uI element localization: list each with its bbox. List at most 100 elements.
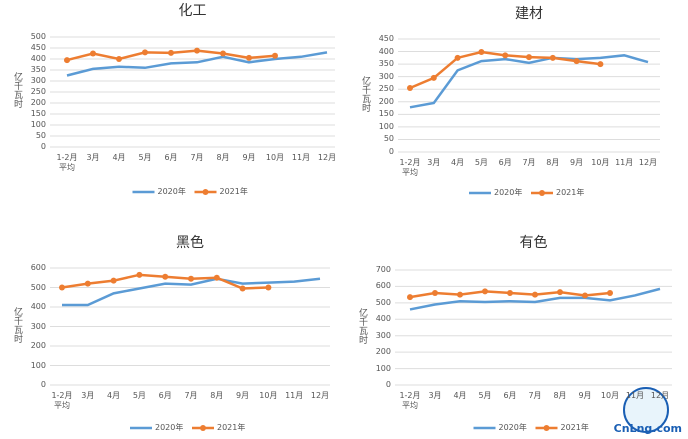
y-tick-label: 0 — [40, 380, 46, 389]
point — [407, 294, 413, 301]
x-tick-label: 10月 — [600, 391, 620, 400]
point — [549, 54, 556, 61]
x-tick-label: 10月 — [591, 158, 610, 167]
point — [454, 54, 461, 61]
y-tick-label: 200 — [30, 98, 46, 107]
chart-title: 黑色 — [176, 235, 204, 251]
x-tick-label: 3月 — [428, 391, 442, 400]
x-tick-label: 7月 — [522, 158, 536, 167]
y-tick-label: 400 — [30, 54, 46, 63]
chart-title: 建材 — [515, 6, 543, 22]
y-tick-label: 250 — [378, 84, 394, 94]
legend-marker — [543, 425, 550, 431]
y-tick-label: 0 — [388, 147, 394, 156]
y-axis-label: 亿千瓦时 — [357, 307, 367, 344]
y-tick-label: 600 — [30, 263, 46, 272]
y-tick-label: 350 — [378, 59, 394, 69]
x-tick-label: 8月 — [216, 153, 230, 162]
x-tick-label: 12月 — [310, 391, 330, 400]
point — [64, 57, 70, 64]
point — [272, 52, 278, 59]
y-tick-label: 300 — [375, 330, 391, 340]
x-tick-label: 10月 — [259, 391, 278, 400]
point — [188, 275, 194, 282]
y-tick-label: 500 — [375, 297, 391, 307]
x-tick-label: 4月 — [453, 391, 467, 400]
legend-label: 2020年 — [498, 423, 527, 432]
x-tick-label: 5月 — [138, 153, 152, 162]
y-tick-label: 400 — [378, 46, 394, 56]
point — [84, 280, 91, 287]
point — [110, 277, 117, 284]
point — [90, 50, 96, 57]
series-line — [409, 54, 649, 109]
x-tick-label: 9月 — [570, 158, 584, 167]
y-tick-label: 200 — [375, 347, 391, 357]
x-tick-label: 9月 — [242, 153, 256, 162]
series-line — [66, 51, 328, 77]
x-tick-label: 5月 — [474, 158, 488, 167]
y-tick-label: 200 — [30, 341, 46, 350]
logo — [623, 387, 669, 433]
y-tick-label: 700 — [375, 265, 391, 274]
y-tick-label: 300 — [378, 71, 394, 81]
point — [116, 56, 122, 62]
legend-marker — [200, 425, 206, 431]
x-tick-label: 9月 — [236, 391, 250, 400]
point — [557, 289, 563, 296]
x-tick-label: 7月 — [528, 391, 542, 400]
point — [265, 284, 272, 291]
x-tick-label: 8月 — [553, 391, 567, 400]
y-tick-label: 100 — [30, 360, 46, 370]
point — [482, 288, 488, 295]
legend-label: 2021年 — [556, 188, 585, 197]
chart-title: 化工 — [178, 3, 207, 19]
y-tick-label: 400 — [30, 302, 46, 311]
point — [162, 273, 169, 280]
point — [532, 291, 538, 298]
point — [582, 292, 588, 299]
legend-label: 2020年 — [494, 188, 523, 197]
point — [59, 284, 65, 291]
x-tick-label: 6月 — [498, 158, 512, 167]
watermark: CnLng.com — [613, 422, 682, 435]
y-tick-label: 500 — [30, 32, 46, 41]
x-tick-label: 11月 — [625, 391, 645, 400]
x-tick-label: 3月 — [427, 158, 441, 167]
point — [507, 290, 513, 296]
x-tick-label: 10月 — [265, 153, 285, 162]
point — [246, 54, 252, 61]
y-tick-label: 450 — [378, 34, 394, 43]
y-tick-label: 200 — [378, 96, 394, 106]
y-tick-label: 300 — [30, 321, 46, 331]
y-tick-label: 600 — [375, 281, 391, 291]
x-tick-label: 1-2月平均 — [51, 391, 73, 410]
x-tick-label: 1-2月平均 — [399, 391, 421, 410]
x-tick-label: 3月 — [86, 153, 100, 162]
point — [573, 58, 580, 65]
y-tick-label: 400 — [375, 314, 391, 324]
legend-label: 2020年 — [155, 423, 184, 432]
y-tick-label: 350 — [30, 65, 46, 74]
y-tick-label: 450 — [30, 43, 46, 52]
series-line — [409, 287, 661, 311]
x-tick-label: 5月 — [132, 391, 146, 400]
x-tick-label: 8月 — [210, 391, 224, 400]
series-line — [62, 277, 321, 307]
x-tick-label: 4月 — [451, 158, 465, 167]
point — [502, 52, 509, 59]
y-tick-label: 250 — [30, 87, 46, 96]
legend-label: 2021年 — [560, 423, 589, 432]
x-tick-label: 4月 — [112, 153, 126, 162]
point — [220, 50, 226, 57]
y-tick-label: 150 — [30, 109, 46, 118]
y-tick-label: 100 — [378, 121, 394, 131]
x-tick-label: 9月 — [578, 391, 592, 400]
y-axis-label: 亿千瓦时 — [12, 306, 22, 343]
y-tick-label: 500 — [30, 282, 46, 292]
point — [478, 49, 485, 56]
legend-label: 2021年 — [217, 423, 246, 432]
x-tick-label: 4月 — [107, 391, 121, 400]
